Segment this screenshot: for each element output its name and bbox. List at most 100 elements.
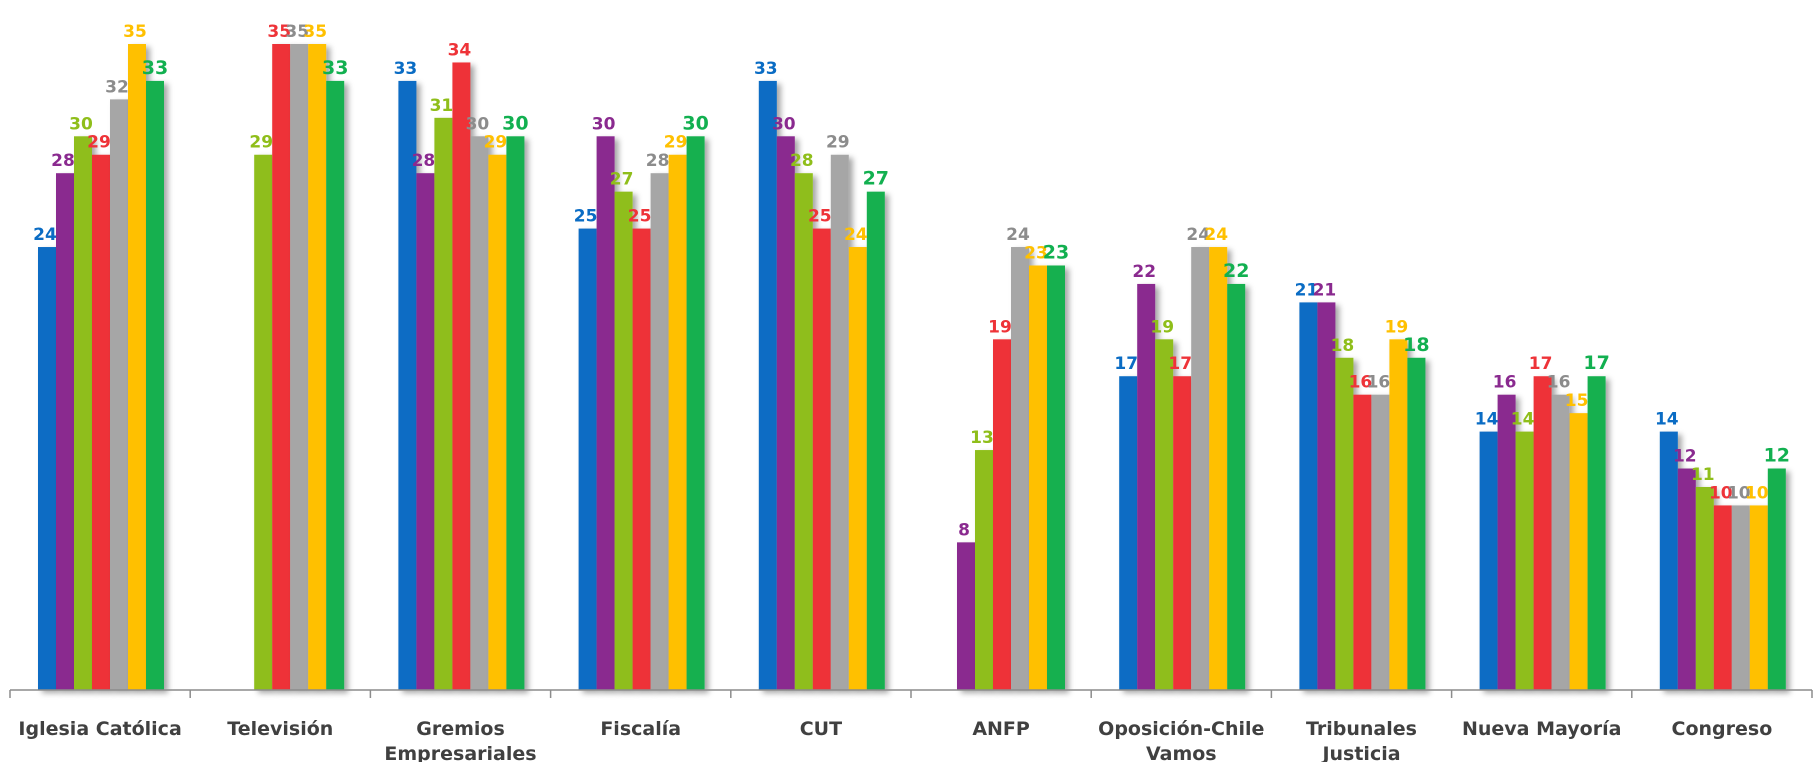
bar [1353, 394, 1372, 690]
value-label: 33 [394, 59, 418, 79]
value-label: 16 [1547, 373, 1571, 393]
value-label: 35 [303, 22, 327, 42]
value-label: 27 [863, 168, 889, 190]
bar [1731, 505, 1750, 690]
value-label: 19 [1150, 317, 1174, 337]
value-label: 25 [628, 207, 652, 227]
value-label: 14 [1475, 410, 1499, 430]
value-label: 35 [267, 22, 291, 42]
bar [1749, 505, 1768, 690]
category-label: Gremios [416, 718, 505, 740]
category-label: Televisión [227, 718, 333, 740]
value-label: 13 [970, 428, 994, 448]
value-label: 8 [958, 520, 970, 540]
value-label: 22 [1132, 262, 1156, 282]
value-label: 27 [610, 170, 634, 190]
value-label: 28 [790, 151, 814, 171]
bar [56, 173, 74, 690]
bar [1659, 431, 1678, 690]
category-label: Congreso [1672, 718, 1773, 740]
value-label: 24 [1204, 225, 1228, 245]
bar [1335, 357, 1354, 690]
value-label: 28 [51, 151, 75, 171]
bar [632, 228, 651, 691]
value-label: 30 [772, 114, 796, 134]
category-label: Empresariales [384, 743, 536, 762]
category-label: ANFP [972, 718, 1030, 740]
value-label: 29 [484, 133, 508, 153]
bar [812, 228, 831, 691]
bar [470, 136, 489, 691]
value-label: 21 [1313, 280, 1337, 300]
value-label: 35 [123, 22, 147, 42]
value-label: 12 [1764, 445, 1790, 467]
bar [92, 154, 110, 690]
bar [758, 80, 777, 690]
value-label: 34 [448, 40, 472, 60]
bar [38, 247, 56, 690]
value-label: 29 [826, 133, 850, 153]
bar [326, 80, 345, 690]
value-label: 19 [1385, 317, 1409, 337]
value-label: 21 [1295, 280, 1319, 300]
bar [1407, 357, 1426, 690]
value-label: 23 [1024, 243, 1048, 263]
bar [686, 136, 705, 691]
bar [1317, 302, 1336, 690]
value-label: 11 [1691, 465, 1715, 485]
bar [578, 228, 597, 691]
category-label: Iglesia Católica [18, 718, 181, 740]
bar [398, 80, 417, 690]
value-label: 29 [87, 133, 111, 153]
bar [1137, 283, 1156, 690]
value-label: 12 [1673, 447, 1697, 467]
value-label: 15 [1565, 391, 1589, 411]
bar [830, 154, 849, 690]
bar [1389, 339, 1408, 690]
value-label: 23 [1043, 241, 1069, 263]
value-label: 30 [69, 114, 93, 134]
bar [488, 154, 507, 690]
bar [254, 154, 273, 690]
value-label: 30 [682, 112, 708, 134]
value-label: 29 [664, 133, 688, 153]
x-axis: Iglesia Católica Televisión Gremios Empresa… [9, 689, 1813, 765]
bar [1551, 394, 1570, 690]
bar [668, 154, 687, 690]
value-label: 29 [249, 133, 273, 153]
value-label: 28 [412, 151, 436, 171]
bar [110, 99, 128, 690]
value-label: 19 [988, 317, 1012, 337]
bar [596, 136, 615, 691]
bar [1479, 431, 1498, 690]
bar [866, 191, 885, 690]
value-label: 31 [430, 96, 454, 116]
bar [993, 339, 1011, 690]
bar [1371, 394, 1390, 690]
bar [1299, 302, 1318, 690]
bar [794, 173, 813, 690]
bar [128, 44, 146, 690]
value-label: 10 [1709, 483, 1733, 503]
category-label: Nueva Mayoría [1462, 718, 1621, 740]
value-label: 17 [1583, 352, 1609, 374]
value-label: 10 [1727, 483, 1751, 503]
bar [1011, 247, 1029, 690]
value-label: 22 [1223, 260, 1249, 282]
bar [1029, 265, 1047, 690]
value-label: 16 [1493, 373, 1517, 393]
bar [416, 173, 435, 690]
bar [1173, 376, 1192, 690]
bar [1227, 283, 1246, 690]
value-label: 24 [1006, 225, 1030, 245]
value-label: 14 [1655, 410, 1679, 430]
category-label: Tribunales [1306, 718, 1417, 740]
bar [1047, 265, 1065, 690]
bar [957, 542, 975, 690]
value-label: 25 [808, 207, 832, 227]
bar [434, 117, 453, 691]
bar [650, 173, 669, 690]
bar [1695, 486, 1714, 690]
